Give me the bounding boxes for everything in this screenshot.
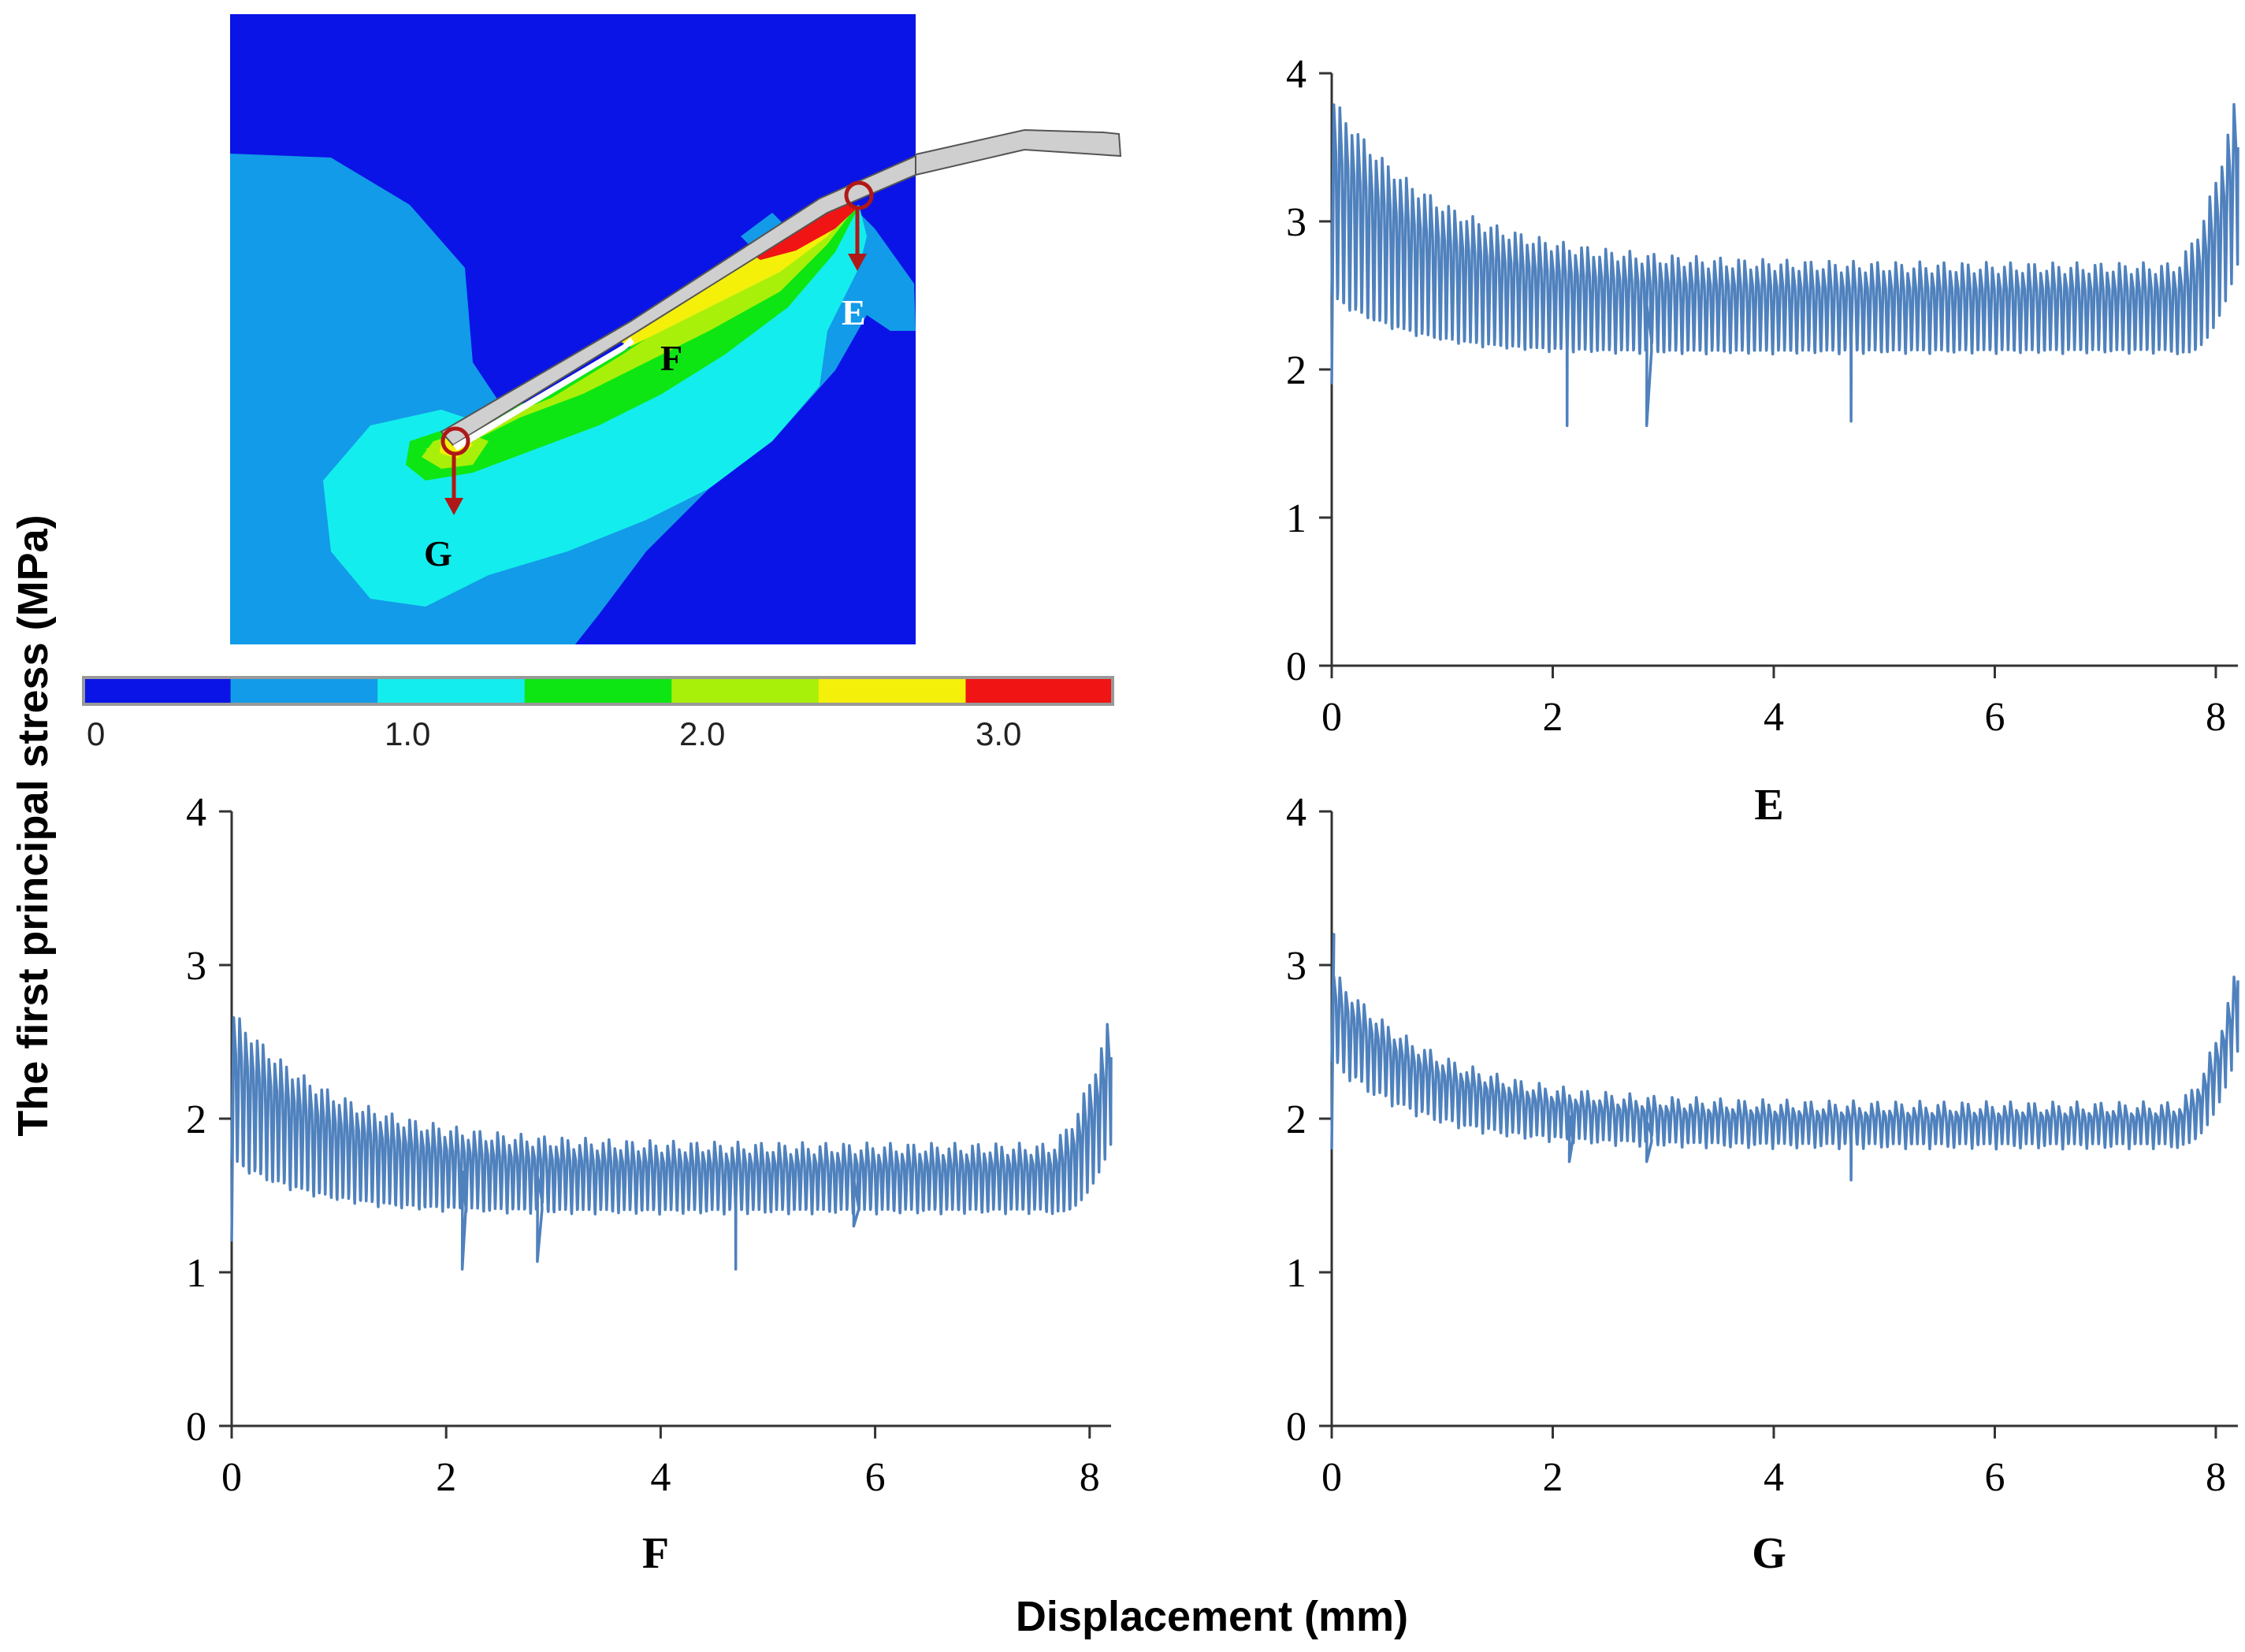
series-line-f <box>230 1016 1113 1271</box>
chart-e: 0 1 2 3 4 0 2 4 6 8 E <box>1286 52 2239 830</box>
chart-g: 0 1 2 3 4 0 2 4 6 8 G <box>1286 790 2239 1578</box>
series-line-g <box>1330 933 2239 1182</box>
x-tick-label: 4 <box>650 1455 671 1500</box>
y-tick-label: 4 <box>1286 52 1306 97</box>
x-tick-label: 8 <box>2206 1455 2226 1500</box>
x-tick-label: 6 <box>1984 695 2005 740</box>
point-label-f: F <box>660 338 682 378</box>
y-tick-label: 2 <box>186 1097 206 1142</box>
x-tick-label: 8 <box>2206 695 2226 740</box>
x-tick-label: 0 <box>221 1455 242 1500</box>
colorbar-tick-0: 0 <box>87 715 105 752</box>
colorbar-cell <box>671 678 820 704</box>
y-tick-label: 2 <box>1286 1097 1306 1142</box>
y-tick-label: 3 <box>1286 944 1306 989</box>
x-tick-label: 4 <box>1764 1455 1784 1500</box>
series-line-e <box>1330 102 2239 428</box>
contour-region-level6 <box>749 203 859 260</box>
x-tick-label: 2 <box>1542 695 1563 740</box>
figure-ylabel: The first principal stress (MPa) <box>9 514 57 1136</box>
chart-caption: E <box>1754 781 1783 830</box>
x-tick-label: 0 <box>1321 1455 1342 1500</box>
electrode-extension <box>915 128 1122 176</box>
colorbar-cell <box>84 678 232 704</box>
y-tick-label: 1 <box>1286 1251 1306 1296</box>
colorbar-frame <box>82 676 1114 706</box>
colorbar-cell <box>524 678 672 704</box>
x-tick-label: 2 <box>1542 1455 1563 1500</box>
x-tick-label: 2 <box>436 1455 456 1500</box>
colorbar-cell <box>377 678 526 704</box>
colorbar-tick-3: 3.0 <box>976 715 1021 752</box>
colorbar-cells <box>84 678 1113 704</box>
y-tick-label: 3 <box>1286 200 1306 245</box>
y-tick-label: 3 <box>186 944 206 989</box>
colorbar-tick-1: 1.0 <box>385 715 430 752</box>
y-tick-label: 0 <box>1286 644 1306 689</box>
colorbar-tick-2: 2.0 <box>679 715 725 752</box>
x-tick-label: 6 <box>1984 1455 2005 1500</box>
y-tick-label: 0 <box>186 1405 206 1450</box>
marker-e-arrowhead <box>848 254 867 271</box>
x-tick-label: 8 <box>1080 1455 1100 1500</box>
chart-f: 0 1 2 3 4 0 2 4 6 8 F <box>186 790 1113 1578</box>
contour-plot: E F G <box>230 14 1122 644</box>
chart-caption: F <box>642 1529 669 1578</box>
point-label-e: E <box>842 292 866 332</box>
y-tick-label: 0 <box>1286 1405 1306 1450</box>
y-tick-label: 1 <box>186 1251 206 1296</box>
y-tick-label: 4 <box>1286 790 1306 835</box>
colorbar-cell <box>818 678 966 704</box>
point-label-g: G <box>424 533 452 574</box>
x-tick-label: 4 <box>1764 695 1784 740</box>
colorbar-cell <box>230 678 378 704</box>
y-tick-label: 1 <box>1286 496 1306 541</box>
y-tick-label: 2 <box>1286 348 1306 393</box>
figure-xlabel: Displacement (mm) <box>1016 1593 1408 1640</box>
y-tick-label: 4 <box>186 790 206 835</box>
colorbar: 0 1.0 2.0 3.0 <box>82 676 1114 752</box>
x-tick-label: 6 <box>865 1455 886 1500</box>
marker-g-arrowhead <box>444 498 463 515</box>
electrode <box>440 154 916 447</box>
chart-caption: G <box>1752 1529 1786 1578</box>
colorbar-cell <box>965 678 1113 704</box>
x-tick-label: 0 <box>1321 695 1342 740</box>
electrode-edge <box>453 337 634 451</box>
